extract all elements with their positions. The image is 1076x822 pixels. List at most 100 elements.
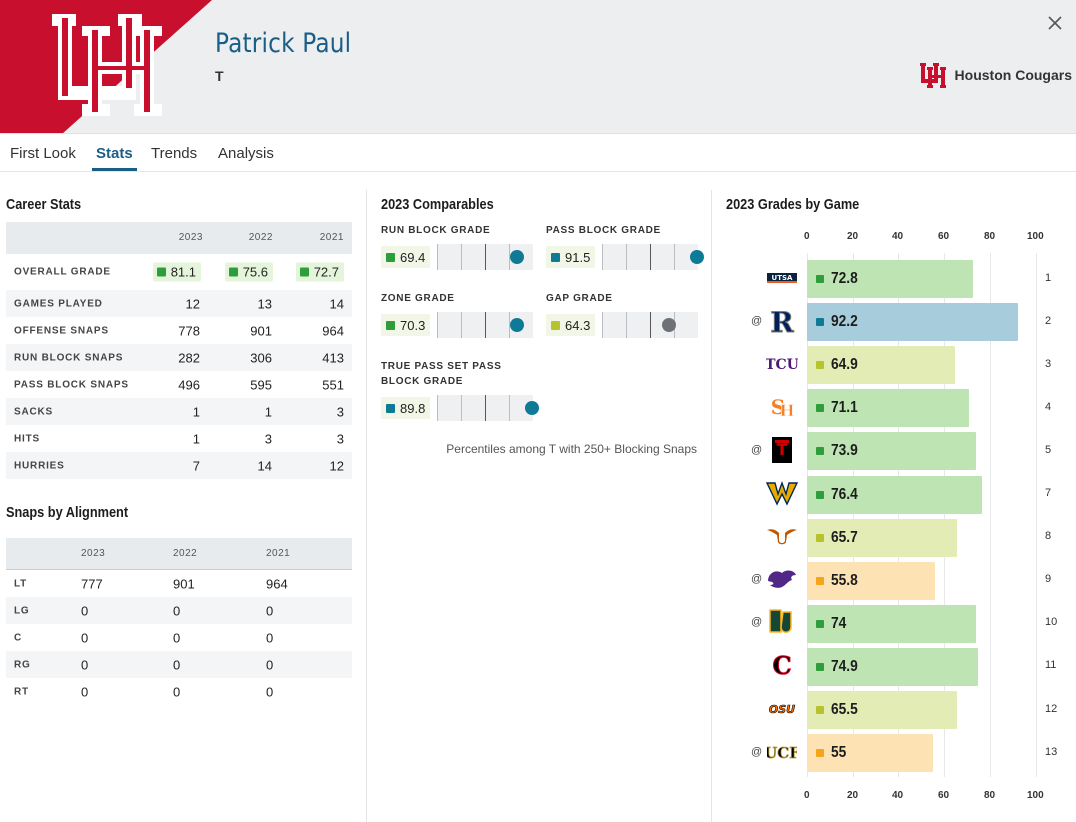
week-number: 13 xyxy=(1045,745,1058,758)
game-row[interactable]: @55.8 9 xyxy=(726,558,1076,601)
table-row: GAMES PLAYED 12 13 14 xyxy=(6,290,352,317)
week-number: 12 xyxy=(1045,702,1058,715)
grade-value-label: 73.9 xyxy=(831,442,858,460)
close-icon xyxy=(1048,16,1062,30)
grade-square-icon xyxy=(816,447,824,456)
row-label: OFFENSE SNAPS xyxy=(14,325,109,336)
game-row[interactable]: @ UCF 55 13 xyxy=(726,730,1076,773)
game-row[interactable]: TCU 64.9 3 xyxy=(726,342,1076,385)
grade-value-label: 74 xyxy=(831,614,847,632)
percentile-bar: 89.8 xyxy=(381,395,539,421)
grade-bar[interactable]: 65.5 xyxy=(807,691,957,729)
grade-bar[interactable]: 55 xyxy=(807,734,933,773)
grade-bar[interactable]: 72.8 xyxy=(807,260,973,298)
comparable-label: GAP GRADE xyxy=(546,293,613,304)
kansas-state-logo-icon xyxy=(765,564,799,594)
table-header: 2023 2022 2021 xyxy=(6,538,352,570)
comparable-metric: TRUE PASS SET PASS BLOCK GRADE 89.8 xyxy=(381,359,539,421)
row-label: GAMES PLAYED xyxy=(14,298,103,309)
grade-bar[interactable]: 74.9 xyxy=(807,647,978,686)
percentile-track xyxy=(437,395,539,421)
grade-value-label: 64.9 xyxy=(831,356,858,374)
game-row[interactable]: 65.7 8 xyxy=(726,515,1076,558)
percentile-track xyxy=(437,244,533,270)
table-cell: 964 xyxy=(322,323,344,338)
percentile-dot xyxy=(525,401,539,415)
column-header: 2023 xyxy=(178,232,203,243)
table-row: HITS 1 3 3 xyxy=(6,425,352,452)
game-row[interactable]: C 74.9 11 xyxy=(726,644,1076,687)
grade-bar[interactable]: 76.4 xyxy=(807,475,982,514)
tcu-logo-icon: TCU xyxy=(765,349,799,379)
percentile-bar: 91.5 xyxy=(546,244,704,270)
table-cell: 551 xyxy=(322,377,344,392)
percentile-tick xyxy=(485,244,486,270)
game-row[interactable]: @ R 92.2 2 xyxy=(726,299,1076,342)
percentile-dot xyxy=(690,250,704,264)
grade-square-icon xyxy=(816,361,824,370)
game-row[interactable]: @ T 73.9 5 xyxy=(726,428,1076,471)
table-cell: 0 xyxy=(266,603,274,618)
grade-value-label: 76.4 xyxy=(831,485,858,503)
grade-bar[interactable]: 92.2 xyxy=(807,303,1018,342)
week-number: 7 xyxy=(1045,487,1052,499)
grade-bar[interactable]: 65.7 xyxy=(807,518,957,557)
table-cell: 306 xyxy=(250,350,272,365)
table-row: HURRIES 7 14 12 xyxy=(6,452,352,479)
column-header: 2022 xyxy=(173,548,198,559)
comparable-value: 91.5 xyxy=(565,249,591,265)
career-stats-table: 2023 2022 2021 OVERALL GRADE 81.1 75.6 7… xyxy=(6,222,352,479)
axis-tick-label: 100 xyxy=(1027,790,1044,801)
grade-bar[interactable]: 71.1 xyxy=(807,389,969,428)
row-label: LG xyxy=(14,605,30,616)
game-row[interactable]: 76.4 7 xyxy=(726,472,1076,515)
grade-square-icon xyxy=(816,706,824,714)
grade-square-icon xyxy=(156,267,166,277)
game-row[interactable]: UTSA 72.8 1 xyxy=(726,256,1076,299)
game-row[interactable]: @74 10 xyxy=(726,601,1076,644)
percentile-tick xyxy=(626,244,627,270)
percentile-tick xyxy=(485,312,486,338)
column-divider xyxy=(366,190,367,822)
comparable-grade-badge: 69.4 xyxy=(381,246,431,268)
column-header: 2021 xyxy=(266,548,291,559)
table-row: RG 0 0 0 xyxy=(6,651,352,678)
gridline xyxy=(807,253,808,777)
grade-bar[interactable]: 55.8 xyxy=(807,561,935,600)
svg-text:R: R xyxy=(770,306,794,336)
game-row[interactable]: OSU 65.5 12 xyxy=(726,687,1076,730)
percentile-tick xyxy=(437,395,438,421)
team-link[interactable]: Houston Cougars xyxy=(919,60,1072,90)
grades-by-game-title: 2023 Grades by Game xyxy=(726,196,860,213)
grade-bar[interactable]: 74 xyxy=(807,604,976,643)
percentile-track xyxy=(602,244,704,270)
grade-square-icon xyxy=(816,275,824,283)
grade-bar[interactable]: 73.9 xyxy=(807,432,976,471)
tab-analysis[interactable]: Analysis xyxy=(218,145,274,162)
table-cell: 0 xyxy=(266,684,274,699)
table-cell: 0 xyxy=(173,630,181,645)
percentile-tick xyxy=(461,395,462,421)
tab-bar: First Look Stats Trends Analysis xyxy=(0,135,1076,172)
tab-stats[interactable]: Stats xyxy=(92,145,137,171)
grade-value-label: 65.5 xyxy=(831,701,858,718)
grade-value-label: 71.1 xyxy=(831,399,858,417)
grade-square-icon xyxy=(228,267,238,277)
table-cell: 14 xyxy=(329,296,344,311)
game-row[interactable]: S H 71.1 4 xyxy=(726,385,1076,428)
table-cell: 0 xyxy=(81,657,89,672)
gridline xyxy=(898,253,899,777)
table-row: LG 0 0 0 xyxy=(6,597,352,624)
tab-trends[interactable]: Trends xyxy=(151,145,198,162)
table-cell: 496 xyxy=(178,377,200,392)
table-cell: 0 xyxy=(173,657,181,672)
row-label: PASS BLOCK SNAPS xyxy=(14,379,129,390)
tab-first-look[interactable]: First Look xyxy=(10,145,76,162)
grade-square-icon xyxy=(299,267,309,277)
percentile-track xyxy=(602,312,698,338)
grade-bar[interactable]: 64.9 xyxy=(807,346,955,385)
close-button[interactable] xyxy=(1044,12,1066,34)
week-number: 5 xyxy=(1045,443,1052,456)
percentile-track xyxy=(437,312,533,338)
week-number: 3 xyxy=(1045,357,1052,370)
